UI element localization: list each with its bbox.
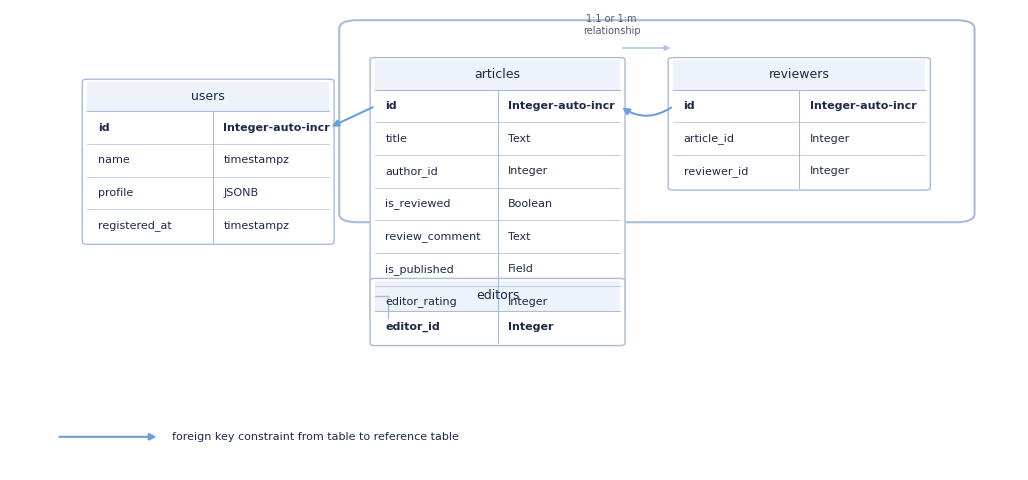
Text: Integer: Integer [810,134,850,144]
Text: foreign key constraint from table to reference table: foreign key constraint from table to ref… [172,432,458,442]
Text: author_id: author_id [386,166,438,177]
Text: article_id: article_id [684,133,735,144]
Text: is_reviewed: is_reviewed [386,199,451,209]
Text: review_comment: review_comment [386,231,481,242]
Text: Boolean: Boolean [508,199,553,209]
Polygon shape [375,281,620,311]
Text: editor_id: editor_id [386,322,440,332]
Text: Integer-auto-incr: Integer-auto-incr [508,101,615,111]
FancyBboxPatch shape [370,58,625,321]
Text: is_published: is_published [386,264,454,275]
Text: title: title [386,134,407,144]
Text: editors: editors [476,289,519,302]
Text: profile: profile [98,188,133,198]
Text: reviewers: reviewers [769,68,830,82]
Text: Integer-auto-incr: Integer-auto-incr [810,101,916,111]
Text: id: id [684,101,695,111]
Text: 1:1 or 1:m
relationship: 1:1 or 1:m relationship [583,14,640,36]
Text: Integer-auto-incr: Integer-auto-incr [223,123,330,132]
Text: users: users [191,90,225,103]
Text: timestampz: timestampz [223,221,289,230]
Text: Text: Text [508,134,530,144]
Text: id: id [98,123,109,132]
Text: Text: Text [508,232,530,241]
Text: Integer: Integer [508,297,548,307]
Polygon shape [375,60,620,90]
Text: Integer: Integer [810,167,850,176]
Text: Field: Field [508,264,534,274]
Text: timestampz: timestampz [223,156,289,165]
Text: articles: articles [475,68,520,82]
Text: reviewer_id: reviewer_id [684,166,748,177]
Text: name: name [98,156,130,165]
FancyBboxPatch shape [370,278,625,346]
Polygon shape [87,82,329,111]
Text: Integer: Integer [508,322,553,332]
Text: Integer: Integer [508,167,548,176]
Text: registered_at: registered_at [98,220,172,231]
Text: JSONB: JSONB [223,188,258,198]
Text: editor_rating: editor_rating [386,297,457,307]
Text: id: id [386,101,397,111]
FancyBboxPatch shape [668,58,930,190]
FancyBboxPatch shape [82,79,334,244]
Polygon shape [673,60,925,90]
